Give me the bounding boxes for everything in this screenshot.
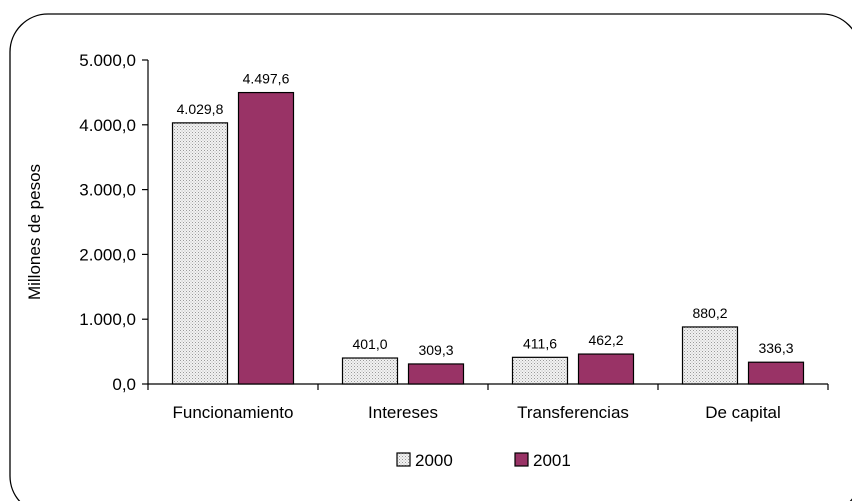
data-label: 309,3 <box>418 342 453 358</box>
bar-2000-funcionamiento <box>171 122 229 385</box>
chart-frame <box>9 13 852 501</box>
x-axis: Funcionamiento Intereses Transferencias De … <box>147 383 829 422</box>
legend-label-2000: 2000 <box>415 451 453 470</box>
x-category-label: De capital <box>705 403 781 422</box>
y-tick-label: 2.000,0 <box>79 245 136 264</box>
data-label: 462,2 <box>588 332 623 348</box>
data-label: 4.029,8 <box>177 101 224 117</box>
y-tick-label: 5.000,0 <box>79 51 136 70</box>
y-tick-label: 1.000,0 <box>79 310 136 329</box>
y-tick-label: 0,0 <box>112 375 136 394</box>
y-axis: 0,0 1.000,0 2.000,0 3.000,0 4.000,0 5.000,0 <box>79 51 149 394</box>
data-label: 411,6 <box>523 335 557 351</box>
data-label: 336,3 <box>758 340 793 356</box>
bar-2000-de-capital <box>681 326 739 385</box>
legend: 2000 2001 <box>396 451 571 470</box>
x-category-label: Intereses <box>368 403 438 422</box>
bar-2001-transferencias <box>577 353 635 385</box>
data-label: 401,0 <box>352 336 387 352</box>
bar-2001-de-capital <box>747 361 805 385</box>
bar-2001-intereses <box>407 363 465 385</box>
x-category-label: Funcionamiento <box>173 403 294 422</box>
data-label: 4.497,6 <box>243 71 290 87</box>
legend-swatch-2000 <box>396 452 411 467</box>
data-label: 880,2 <box>692 305 727 321</box>
data-labels: 4.029,8 4.497,6 401,0 309,3 411,6 462,2 880,2 3… <box>177 71 794 358</box>
y-tick-label: 4.000,0 <box>79 116 136 135</box>
bar-2001-funcionamiento <box>237 91 295 385</box>
bar-2000-intereses <box>341 357 399 385</box>
y-tick-label: 3.000,0 <box>79 181 136 200</box>
legend-label-2001: 2001 <box>533 451 571 470</box>
y-axis-title: Millones de pesos <box>25 164 44 300</box>
x-category-label: Transferencias <box>517 403 629 422</box>
bar-2000-transferencias <box>511 356 569 385</box>
bars <box>171 91 805 385</box>
legend-swatch-2001 <box>514 452 529 467</box>
